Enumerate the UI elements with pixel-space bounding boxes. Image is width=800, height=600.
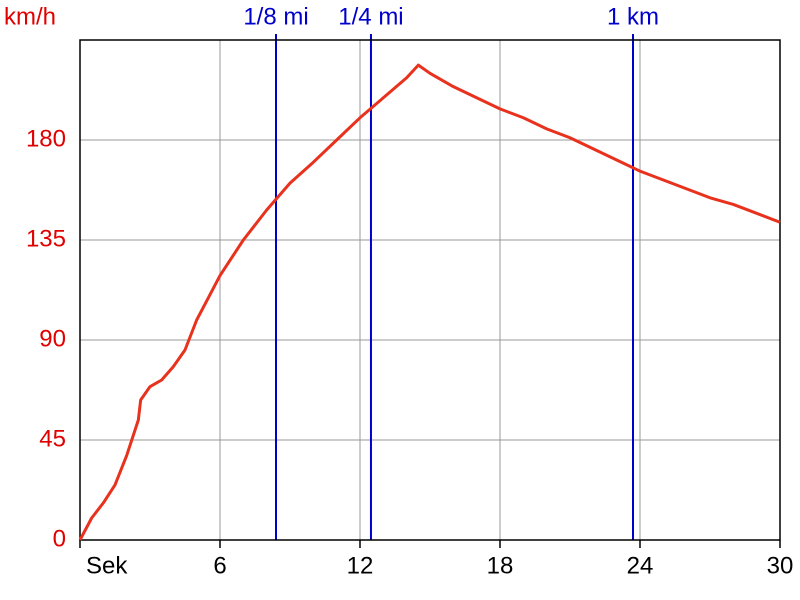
y-tick-label: 45 xyxy=(39,425,66,452)
x-tick-label: 6 xyxy=(213,552,226,579)
x-tick-label: Sek xyxy=(86,552,128,579)
distance-marker-label: 1 km xyxy=(607,3,659,30)
y-tick-label: 180 xyxy=(26,125,66,152)
distance-marker-label: 1/4 mi xyxy=(338,3,403,30)
x-tick-label: 24 xyxy=(627,552,654,579)
y-tick-label: 90 xyxy=(39,325,66,352)
x-tick-label: 30 xyxy=(767,552,794,579)
y-axis-label: km/h xyxy=(4,3,56,30)
y-tick-label: 0 xyxy=(53,525,66,552)
distance-marker-label: 1/8 mi xyxy=(243,3,308,30)
x-tick-label: 18 xyxy=(487,552,514,579)
speed-line xyxy=(78,63,781,541)
plot-frame xyxy=(79,39,781,541)
y-tick-label: 135 xyxy=(26,225,66,252)
x-tick-label: 12 xyxy=(347,552,374,579)
